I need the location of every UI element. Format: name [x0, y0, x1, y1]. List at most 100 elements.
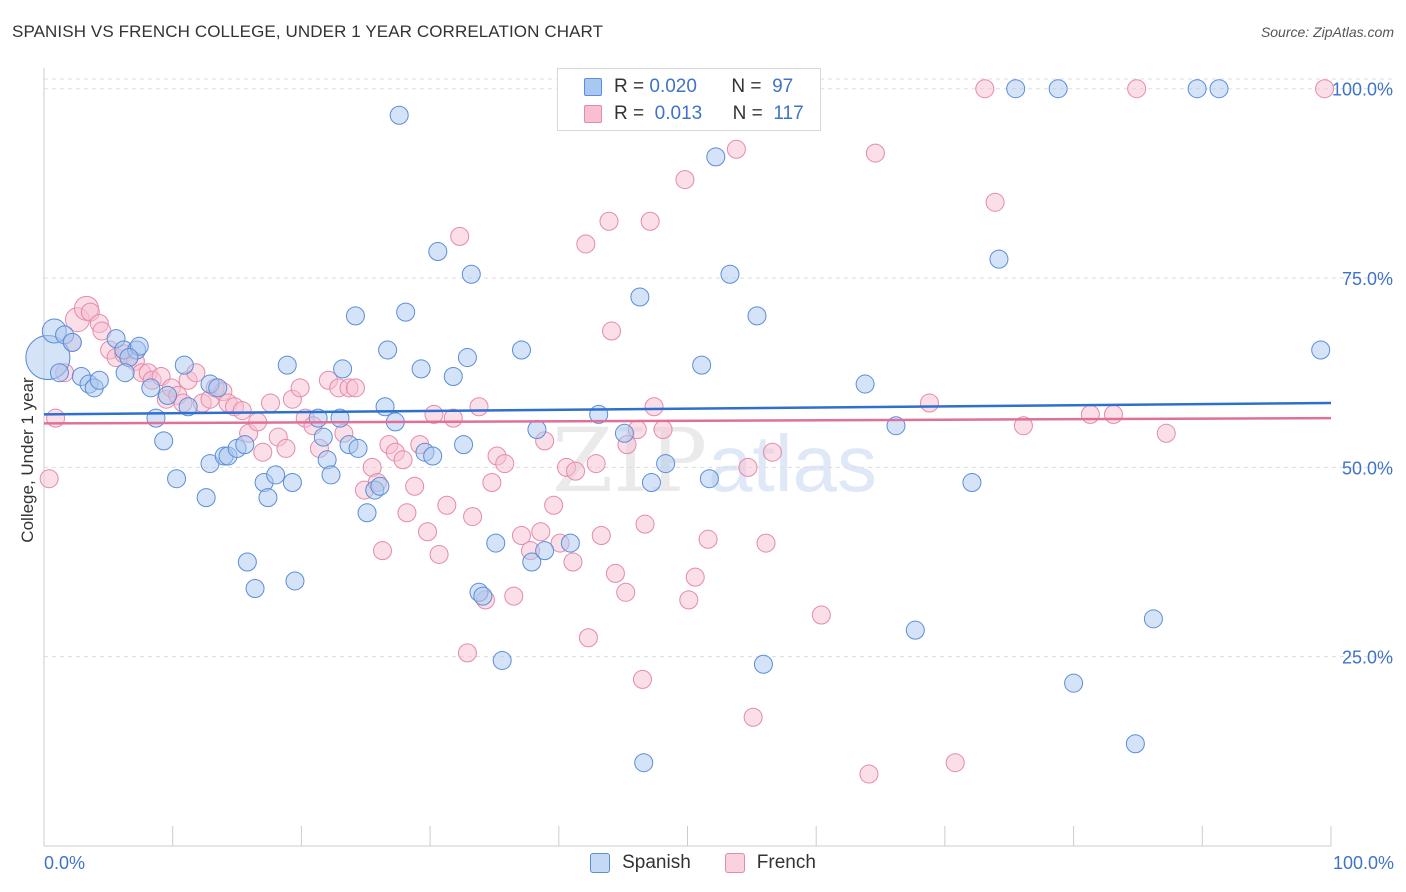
- spanish-point: [720, 264, 740, 284]
- spanish-point: [266, 465, 286, 485]
- bottom-legend-label-french: French: [756, 852, 816, 873]
- bottom-legend-spanish: Spanish: [590, 852, 691, 874]
- spanish-point: [423, 446, 443, 466]
- spanish-point: [535, 541, 555, 561]
- french-point: [393, 450, 413, 470]
- french-point: [756, 533, 776, 553]
- spanish-point: [747, 306, 767, 326]
- legend-row-spanish: R = 0.020 N = 97: [584, 75, 793, 99]
- french-point: [482, 473, 502, 493]
- bottom-legend-french: French: [724, 852, 816, 874]
- spanish-point: [313, 427, 333, 447]
- spanish-point: [560, 533, 580, 553]
- spanish-trend-line: [43, 401, 1332, 416]
- french-point: [859, 764, 879, 784]
- spanish-point: [235, 435, 255, 455]
- legend-r-value: 0.020: [649, 76, 697, 97]
- bottom-legend: Spanish French: [0, 852, 1406, 874]
- spanish-point: [630, 287, 650, 307]
- y-tick-label: 25.0%: [1342, 648, 1393, 668]
- spanish-point: [753, 654, 773, 674]
- french-point: [397, 503, 417, 523]
- spanish-point: [1125, 734, 1145, 754]
- french-point: [276, 438, 296, 458]
- spanish-point: [89, 370, 109, 390]
- french-point: [635, 514, 655, 534]
- legend-n-label: N =: [731, 76, 762, 97]
- french-point: [544, 495, 564, 515]
- spanish-point: [49, 363, 69, 383]
- spanish-point: [348, 438, 368, 458]
- french-point: [1103, 404, 1123, 424]
- french-point: [632, 669, 652, 689]
- french-point: [290, 378, 310, 398]
- french-point: [405, 476, 425, 496]
- bottom-legend-swatch-spanish: [590, 853, 611, 873]
- spanish-point: [886, 416, 906, 436]
- legend-row-french: R = 0.013 N = 117: [584, 102, 804, 126]
- spanish-point: [158, 385, 178, 405]
- french-point: [345, 378, 365, 398]
- french-point: [865, 143, 885, 163]
- french-point: [463, 507, 483, 527]
- french-point: [1315, 79, 1335, 99]
- french-point: [762, 442, 782, 462]
- french-point: [372, 541, 392, 561]
- french-point: [457, 643, 477, 663]
- french-point: [675, 170, 695, 190]
- spanish-point: [527, 419, 547, 439]
- spanish-point: [989, 249, 1009, 269]
- french-point: [469, 397, 489, 417]
- french-point: [531, 522, 551, 542]
- french-points: [39, 79, 1335, 784]
- bottom-legend-swatch-french: [724, 853, 745, 873]
- spanish-point: [461, 264, 481, 284]
- spanish-point: [333, 359, 353, 379]
- spanish-point: [174, 355, 194, 375]
- french-point: [261, 393, 281, 413]
- spanish-point: [1064, 673, 1084, 693]
- spanish-point: [473, 586, 493, 606]
- spanish-point: [1209, 79, 1229, 99]
- spanish-point: [167, 469, 187, 489]
- y-tick-label: 100.0%: [1332, 80, 1393, 100]
- spanish-point: [258, 488, 278, 508]
- y-tick-label: 75.0%: [1342, 269, 1393, 289]
- french-point: [975, 79, 995, 99]
- spanish-point: [357, 503, 377, 523]
- french-point: [602, 321, 622, 341]
- spanish-point: [486, 533, 506, 553]
- french-point: [616, 582, 636, 602]
- spanish-point: [1006, 79, 1026, 99]
- y-axis-label: College, Under 1 year: [18, 377, 37, 543]
- spanish-point: [634, 753, 654, 773]
- spanish-point: [699, 469, 719, 489]
- spanish-point: [492, 650, 512, 670]
- legend-n-label: N =: [732, 103, 763, 124]
- spanish-point: [62, 332, 82, 352]
- trend-lines: [43, 401, 1332, 425]
- chart-title: SPANISH VS FRENCH COLLEGE, UNDER 1 YEAR …: [12, 22, 604, 41]
- spanish-point: [656, 454, 676, 474]
- spanish-point: [692, 355, 712, 375]
- french-point: [698, 529, 718, 549]
- french-point: [418, 522, 438, 542]
- french-point: [586, 454, 606, 474]
- french-point: [605, 563, 625, 583]
- spanish-point: [245, 579, 265, 599]
- french-point: [563, 552, 583, 572]
- french-point: [253, 442, 273, 462]
- watermark-atlas: atlas: [708, 419, 877, 508]
- french-point: [450, 226, 470, 246]
- french-point: [738, 457, 758, 477]
- spanish-point: [1048, 79, 1068, 99]
- french-point: [232, 401, 252, 421]
- french-point: [685, 567, 705, 587]
- french-point: [1127, 79, 1147, 99]
- spanish-point: [1187, 79, 1207, 99]
- bottom-legend-label-spanish: Spanish: [622, 852, 691, 873]
- spanish-point: [641, 473, 661, 493]
- french-point: [578, 628, 598, 648]
- french-point: [653, 419, 673, 439]
